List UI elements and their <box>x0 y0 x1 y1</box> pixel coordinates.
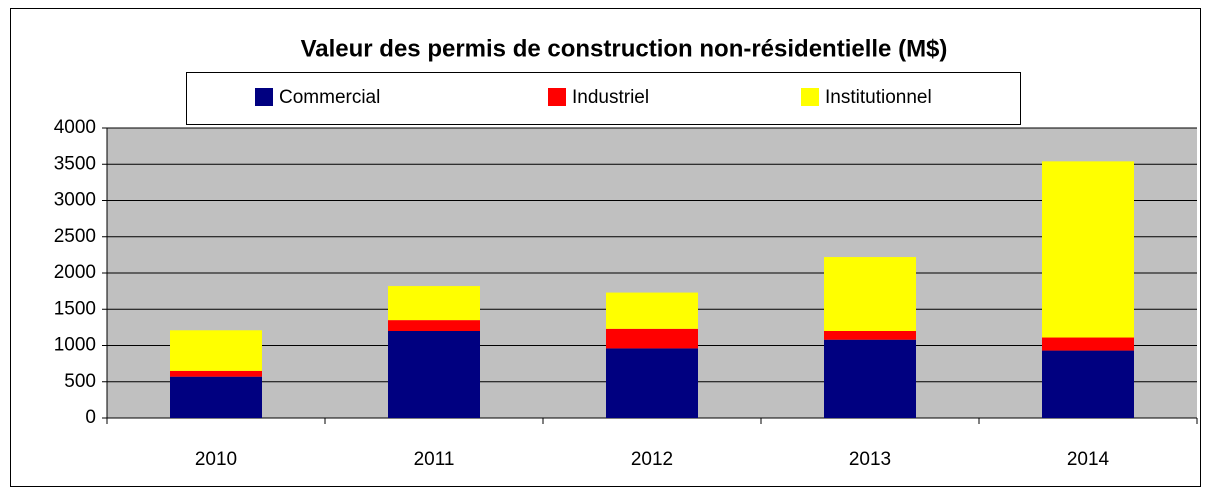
bar-segment <box>824 339 916 418</box>
x-tick-label: 2013 <box>849 449 891 470</box>
x-tick-label: 2014 <box>1067 449 1110 470</box>
legend-label: Institutionnel <box>825 87 932 108</box>
bar-segment <box>606 328 698 349</box>
bar-segment <box>1042 161 1134 338</box>
bar-segment <box>1042 337 1134 351</box>
bar-segment <box>170 330 262 371</box>
y-tick-label: 500 <box>64 371 96 392</box>
bar-segment <box>1042 350 1134 418</box>
legend-box <box>186 72 1021 125</box>
legend-swatch <box>255 88 273 106</box>
bar-segment <box>388 320 480 331</box>
x-tick-label: 2010 <box>195 449 237 470</box>
y-tick-label: 2500 <box>54 226 96 247</box>
chart-title: Valeur des permis de construction non-ré… <box>301 35 948 62</box>
legend-swatch <box>801 88 819 106</box>
y-tick-label: 0 <box>85 407 96 428</box>
y-tick-label: 3500 <box>54 153 96 174</box>
bar-segment <box>824 257 916 331</box>
bar-segment <box>388 286 480 321</box>
bar-segment <box>388 331 480 418</box>
y-tick-label: 1000 <box>54 335 96 356</box>
legend-label: Commercial <box>279 87 380 108</box>
y-tick-label: 4000 <box>54 117 96 138</box>
legend-swatch <box>548 88 566 106</box>
x-tick-label: 2012 <box>631 449 673 470</box>
bar-segment <box>824 331 916 340</box>
bar-segment <box>606 292 698 329</box>
x-tick-label: 2011 <box>414 449 455 470</box>
y-tick-label: 2000 <box>54 262 96 283</box>
legend-label: Industriel <box>572 87 649 108</box>
y-tick-label: 3000 <box>54 190 96 211</box>
y-tick-label: 1500 <box>54 298 96 319</box>
bar-segment <box>606 348 698 418</box>
bar-segment <box>170 370 262 377</box>
bar-segment <box>170 376 262 418</box>
